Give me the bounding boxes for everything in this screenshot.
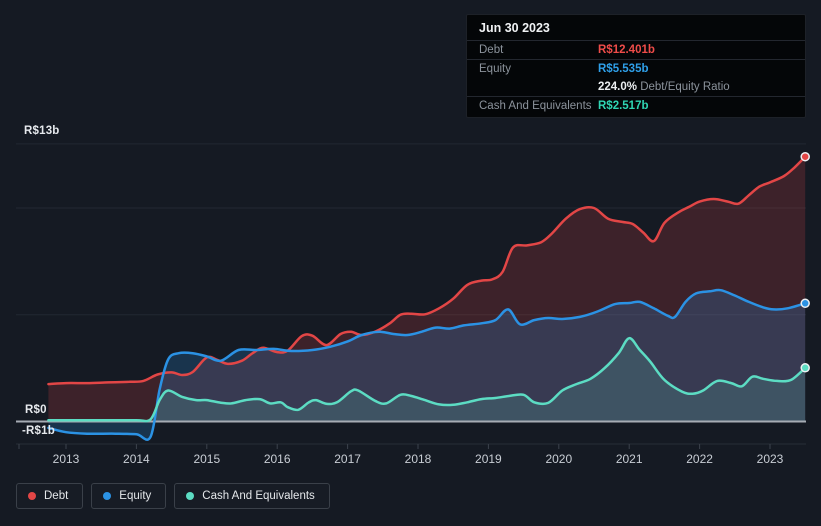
cash-series-dot-icon <box>186 492 195 500</box>
legend-label-cash: Cash And Equivalents <box>202 490 315 502</box>
tooltip-row-equity: Equity R$5.535b <box>467 59 805 78</box>
x-axis-label-2014: 2014 <box>123 452 150 466</box>
y-axis-label-zero: R$0 <box>25 404 47 416</box>
debt-series-dot-icon <box>28 492 36 500</box>
x-axis-label-2019: 2019 <box>475 452 502 466</box>
x-axis-label-2015: 2015 <box>193 452 221 466</box>
y-axis-label-neg1b: -R$1b <box>22 425 55 437</box>
chart-legend: Debt Equity Cash And Equivalents <box>16 483 330 509</box>
legend-label-equity: Equity <box>119 490 152 502</box>
cash-area <box>48 338 806 422</box>
tooltip-row-debt: Debt R$12.401b <box>467 40 805 59</box>
x-axis-label-2023: 2023 <box>756 452 784 466</box>
tooltip-debt-label: Debt <box>479 44 504 56</box>
tooltip-row-cash: Cash And Equivalents R$2.517b <box>467 96 805 119</box>
tooltip-row-ratio: 224.0% Debt/Equity Ratio <box>467 78 805 96</box>
y-axis-label-13b: R$13b <box>24 125 60 137</box>
tooltip-debt-value: R$12.401b <box>598 44 655 56</box>
tooltip-equity-label: Equity <box>479 63 511 75</box>
tooltip-date: Jun 30 2023 <box>479 21 550 35</box>
tooltip-equity-value: R$5.535b <box>598 63 649 75</box>
x-axis-label-2018: 2018 <box>404 452 432 466</box>
tooltip-cash-label: Cash And Equivalents <box>479 100 592 112</box>
cash-line <box>47 336 807 423</box>
legend-item-debt[interactable]: Debt <box>16 483 84 509</box>
x-axis-label-2021: 2021 <box>615 452 643 466</box>
tooltip-ratio-value: 224.0% Debt/Equity Ratio <box>598 81 793 93</box>
x-axis-label-2017: 2017 <box>334 452 361 466</box>
legend-item-cash[interactable]: Cash And Equivalents <box>174 483 330 509</box>
tooltip-cash-value: R$2.517b <box>598 100 649 112</box>
cash-endpoint-dot <box>800 363 810 373</box>
equity-endpoint-dot <box>800 298 810 309</box>
x-axis-label-2013: 2013 <box>52 452 80 466</box>
chart-tooltip: Jun 30 2023 Debt R$12.401b Equity R$5.53… <box>466 14 806 118</box>
legend-item-equity[interactable]: Equity <box>91 483 167 509</box>
x-axis-label-2020: 2020 <box>545 452 573 466</box>
debt-line <box>47 155 807 386</box>
legend-label-debt: Debt <box>44 490 69 502</box>
debt-equity-ratio-percent: 224.0% <box>598 81 638 93</box>
debt-equity-ratio-label: Debt/Equity Ratio <box>637 81 730 93</box>
x-axis-label-2022: 2022 <box>686 452 713 466</box>
x-axis-label-2016: 2016 <box>263 452 291 466</box>
equity-series-dot-icon <box>103 492 112 500</box>
equity-line <box>47 288 807 441</box>
debt-endpoint-dot <box>800 151 810 162</box>
